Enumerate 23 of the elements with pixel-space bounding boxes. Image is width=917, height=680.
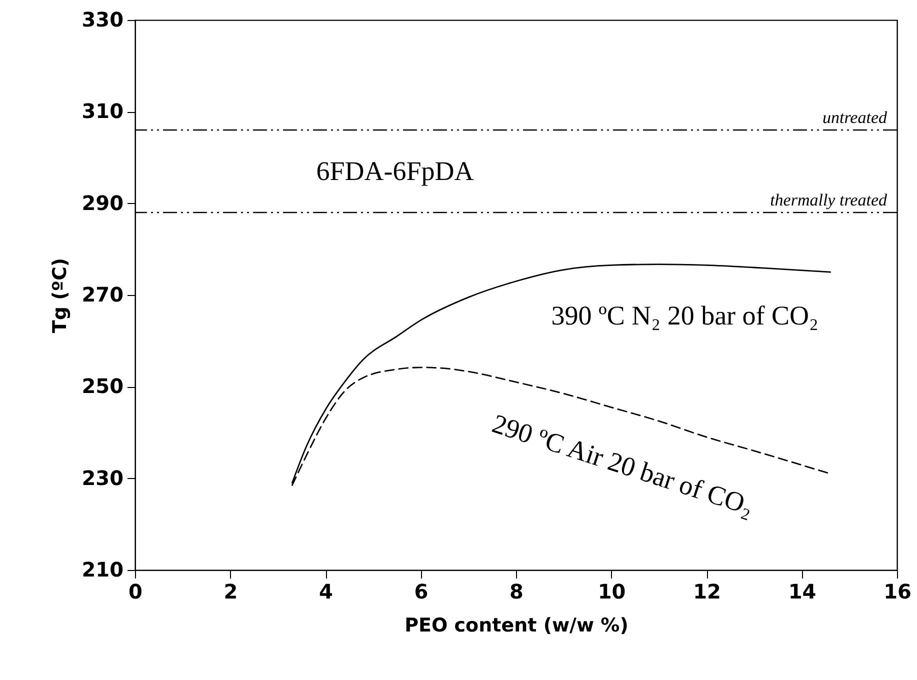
x-tick-label: 4 — [319, 580, 333, 604]
y-axis-title: Tg (ºC) — [48, 258, 71, 334]
text: 290 ºC Air 20 bar of CO₂ — [488, 408, 758, 522]
x-tick-label: 16 — [884, 580, 912, 604]
x-tick-label: 0 — [128, 580, 142, 604]
x-tick-label: 10 — [598, 580, 626, 604]
annotation: 6FDA-6FpDA — [316, 156, 474, 186]
series-label: 390 ºC N₂ 20 bar of CO₂ — [551, 300, 818, 330]
y-tick-label: 290 — [82, 190, 124, 215]
x-tick-label: 6 — [414, 580, 428, 604]
y-tick-label: 250 — [82, 374, 124, 398]
ref-line-label: thermally treated — [770, 190, 888, 210]
x-axis-title: PEO content (w/w %) — [404, 614, 628, 636]
y-tick-label: 270 — [82, 282, 124, 306]
y-tick-label: 310 — [82, 99, 124, 124]
y-tick-label: 330 — [82, 8, 124, 32]
x-tick-label: 8 — [510, 580, 524, 604]
y-tick-label: 210 — [82, 558, 124, 582]
x-tick-label: 12 — [693, 580, 721, 604]
x-tick-label: 2 — [224, 580, 238, 604]
ref-line-label: untreated — [822, 108, 888, 127]
y-tick-label: 230 — [82, 466, 124, 490]
x-tick-label: 14 — [788, 580, 816, 604]
